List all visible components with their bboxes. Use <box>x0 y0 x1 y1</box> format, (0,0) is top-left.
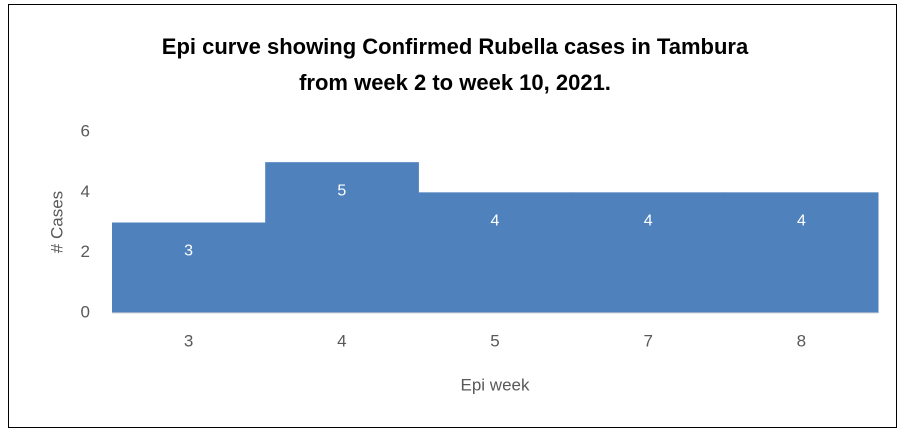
value-label: 5 <box>337 182 346 199</box>
x-tick-label: 7 <box>643 331 652 350</box>
value-label: 4 <box>644 213 653 230</box>
bar <box>418 192 573 313</box>
y-axis-label: # Cases <box>47 191 66 253</box>
x-tick-label: 8 <box>797 331 806 350</box>
y-tick-label: 2 <box>81 242 90 261</box>
value-label: 4 <box>797 213 806 230</box>
chart-title: from week 2 to week 10, 2021. <box>299 70 611 95</box>
chart-title: Epi curve showing Confirmed Rubella case… <box>162 34 749 59</box>
bar <box>571 192 726 313</box>
value-label: 3 <box>184 243 193 260</box>
bar <box>724 192 879 313</box>
y-tick-label: 4 <box>81 182 90 201</box>
bar <box>112 222 266 313</box>
value-label: 4 <box>491 213 500 230</box>
x-tick-label: 4 <box>337 331 346 350</box>
y-tick-label: 6 <box>81 121 90 140</box>
x-tick-label: 3 <box>184 331 193 350</box>
bar <box>265 162 419 313</box>
y-tick-label: 0 <box>81 302 90 321</box>
x-axis-label: Epi week <box>461 375 530 394</box>
x-tick-label: 5 <box>490 331 499 350</box>
